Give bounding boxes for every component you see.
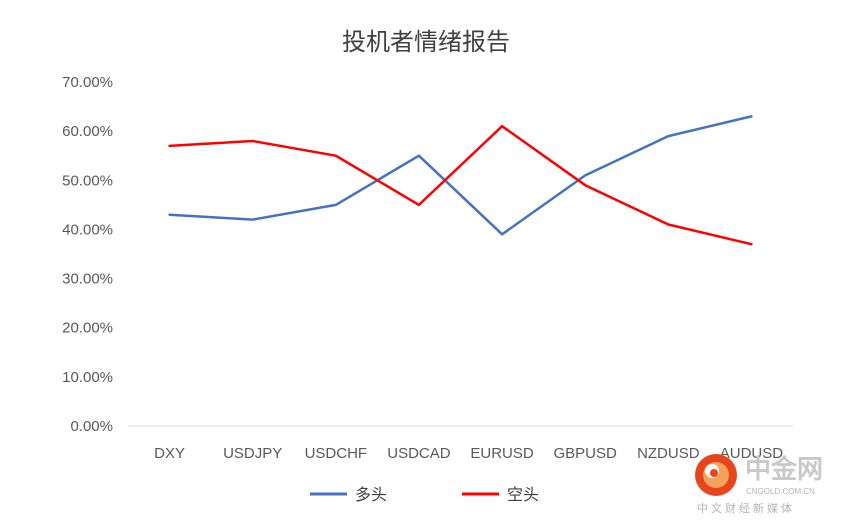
y-axis: 0.00% 10.00% 20.00% 30.00% 40.00% 50.00% 60.00…: [62, 74, 113, 435]
x-tick-label: USDCAD: [387, 445, 451, 462]
watermark-domain: CNGOLD.COM.CN: [746, 487, 815, 496]
y-tick-label: 70.00%: [62, 74, 113, 91]
x-tick-label: NZDUSD: [637, 445, 700, 462]
y-tick-label: 40.00%: [62, 221, 113, 238]
y-tick-label: 60.00%: [62, 123, 113, 140]
chart-title: 投机者情绪报告: [342, 28, 510, 56]
watermark-slogan: 中文财经新媒体: [697, 501, 795, 515]
series-line-short: [168, 124, 753, 246]
y-tick-label: 0.00%: [70, 418, 113, 435]
x-tick-label: USDCHF: [305, 445, 368, 462]
y-tick-label: 10.00%: [62, 369, 113, 386]
y-tick-label: 20.00%: [62, 320, 113, 337]
watermark: 中金网 CNGOLD.COM.CN 中文财经新媒体: [695, 454, 823, 515]
legend-label-short: 空头: [507, 485, 539, 504]
x-tick-label: DXY: [154, 445, 185, 462]
x-tick-label: EURUSD: [470, 445, 534, 462]
y-tick-label: 50.00%: [62, 172, 113, 189]
plot-area: [168, 115, 753, 246]
x-tick-label: GBPUSD: [554, 445, 618, 462]
legend: 多头 空头: [310, 485, 539, 504]
watermark-logo-icon: [695, 454, 737, 496]
x-axis: DXY USDJPY USDCHF USDCAD EURUSD GBPUSD NZDUSD A…: [154, 445, 783, 462]
x-tick-label: USDJPY: [223, 445, 282, 462]
y-tick-label: 30.00%: [62, 271, 113, 288]
x-tick-label: AUDUSD: [720, 445, 784, 462]
legend-label-long: 多头: [355, 485, 387, 504]
series-line-long: [168, 115, 753, 236]
watermark-brand: 中金网: [745, 454, 823, 485]
